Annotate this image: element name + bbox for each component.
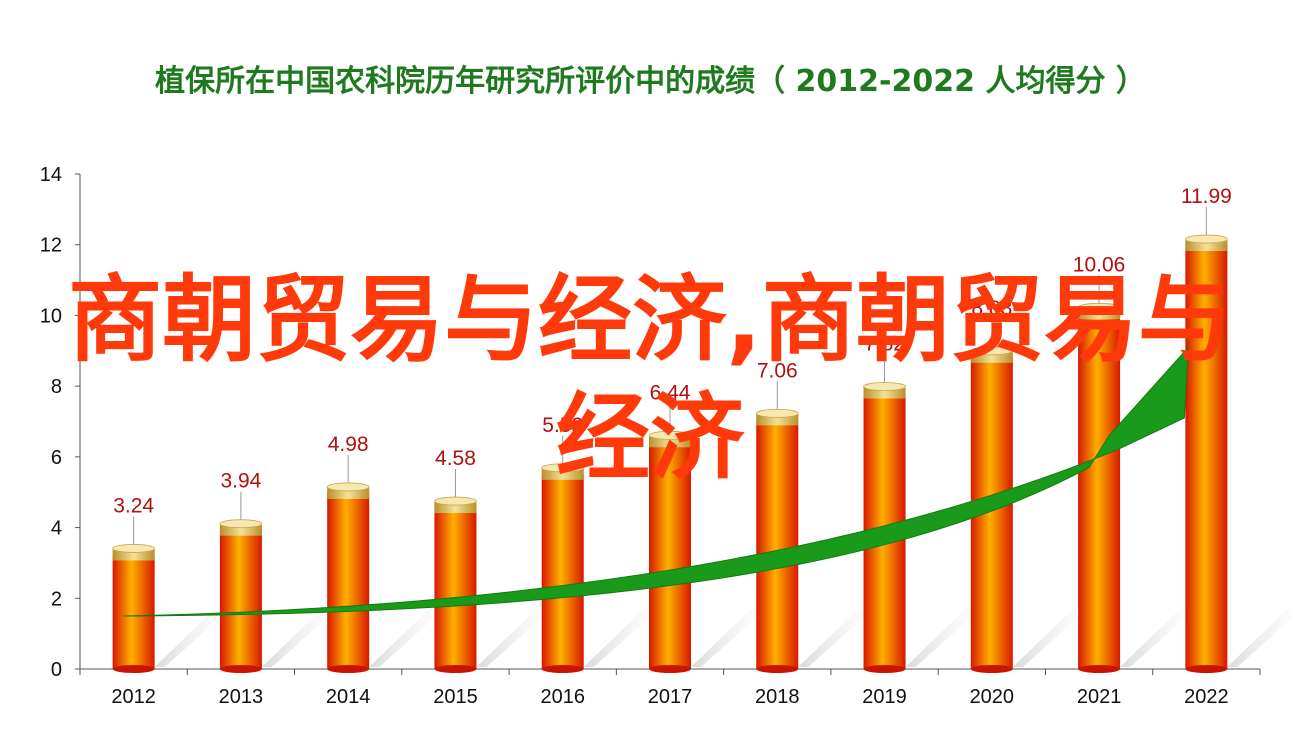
bar-shadow [1120, 609, 1196, 667]
bar-shadow [583, 609, 659, 667]
y-tick-label: 14 [40, 164, 62, 186]
bar-base [541, 665, 584, 673]
bar [112, 554, 155, 669]
bar [756, 419, 799, 669]
bar-base [649, 665, 691, 673]
bar-base [1078, 665, 1121, 673]
y-tick-label: 6 [51, 447, 62, 469]
x-tick-label: 2016 [540, 686, 585, 708]
bar-shadow [905, 609, 981, 667]
x-tick-label: 2022 [1184, 686, 1229, 708]
x-tick-label: 2015 [433, 686, 478, 708]
data-label: 10.06 [1073, 253, 1126, 276]
x-tick-label: 2017 [648, 686, 693, 708]
data-label: 4.98 [328, 433, 369, 456]
bar-cap-top [434, 496, 477, 506]
bar-shadow [1012, 609, 1088, 667]
x-tick-label: 2019 [862, 686, 907, 708]
bar-shadow [1227, 609, 1301, 667]
bar-base [970, 665, 1013, 673]
bar [649, 441, 691, 669]
x-tick-label: 2021 [1077, 686, 1122, 708]
bar-base [1185, 665, 1228, 673]
chart-title: 植保所在中国农科院历年研究所评价中的成绩（ 2012-2022 人均得分 ） [155, 64, 1146, 99]
bar-shadow [154, 609, 230, 667]
bar [327, 492, 370, 669]
watermark-overlay-text: 商朝贸易与经济,商朝贸易与经济 [68, 266, 1232, 493]
data-label: 5.52 [542, 414, 583, 437]
x-tick-label: 2013 [219, 686, 264, 708]
y-tick-label: 4 [51, 518, 62, 540]
bar-shadow [476, 609, 552, 667]
trend-arrow-shape [123, 345, 1189, 617]
bar-base [112, 665, 155, 673]
data-labels: 3.24 3.94 4.98 4.58 5.52 6.44 7.06 7.82 8.83 10.0… [113, 185, 1232, 545]
y-tick-label: 12 [40, 235, 62, 257]
bar-base [219, 665, 262, 673]
y-tick-label: 8 [51, 376, 62, 398]
x-tick-label: 2020 [970, 686, 1015, 708]
data-label: 7.06 [757, 359, 798, 382]
data-label: 11.99 [1181, 185, 1232, 208]
bar [219, 529, 262, 669]
data-label: 3.24 [113, 494, 154, 517]
bar-cap-top [112, 544, 156, 553]
x-tick-label: 2012 [111, 686, 156, 708]
bar-cap-top [1184, 234, 1228, 244]
x-tick-label: 2014 [326, 686, 371, 708]
bar-base [434, 665, 477, 673]
bar-shadow [369, 609, 445, 667]
bars [112, 234, 1228, 673]
data-label: 4.58 [435, 447, 476, 470]
data-label: 8.83 [971, 297, 1012, 320]
bar [1185, 245, 1228, 669]
bar-shadow [261, 609, 337, 667]
bar-base [327, 665, 370, 673]
data-label: 3.94 [220, 470, 261, 493]
bar [1078, 313, 1121, 669]
x-tick-label: 2018 [755, 686, 800, 708]
bar [541, 473, 584, 669]
bar-base [863, 665, 906, 673]
bar-base [756, 665, 799, 673]
data-label: 6.44 [650, 381, 691, 404]
bar-cap-top [219, 519, 263, 529]
data-label: 7.82 [864, 333, 905, 356]
bar [434, 507, 477, 669]
y-tick-label: 0 [51, 659, 62, 681]
bar-shadows [154, 609, 1301, 667]
y-tick-label: 2 [51, 588, 62, 610]
trend-arrow [123, 345, 1189, 617]
bar-shadow [798, 609, 874, 667]
bar-shadow [691, 609, 766, 667]
y-tick-label: 10 [40, 305, 62, 327]
